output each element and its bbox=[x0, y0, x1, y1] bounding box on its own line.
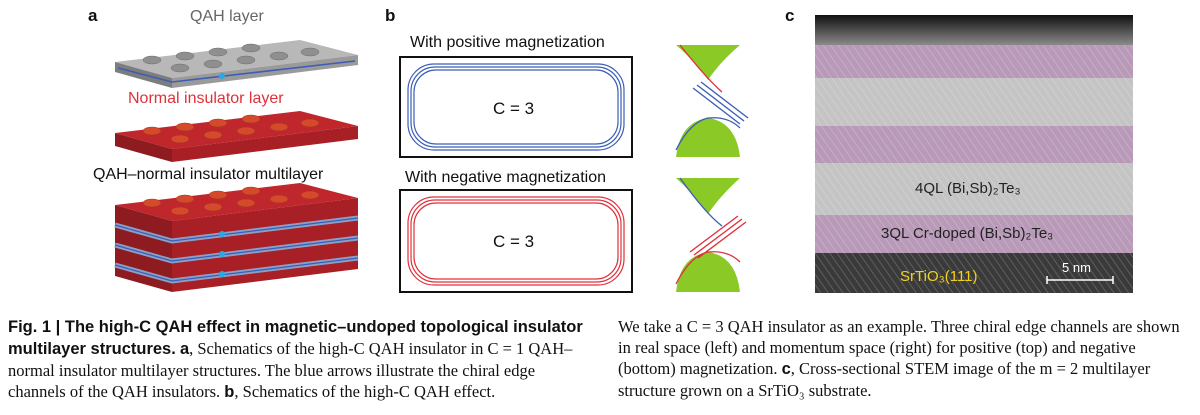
band-diagram-positive bbox=[675, 44, 749, 157]
band-diagram-negative bbox=[675, 177, 747, 292]
negative-magnetization-title: With negative magnetization bbox=[405, 169, 606, 186]
panel-a-letter: a bbox=[88, 6, 98, 25]
caption-left: Fig. 1 | The high-C QAH effect in magnet… bbox=[8, 316, 586, 403]
chern-number-top: C = 3 bbox=[493, 99, 535, 118]
multilayer-label: QAH–normal insulator multilayer bbox=[93, 166, 324, 183]
normal-insulator-label: Normal insulator layer bbox=[128, 90, 284, 107]
caption-text-a: , Schematics of the high-C QAH insulator… bbox=[8, 339, 573, 401]
stem-image bbox=[815, 15, 1133, 293]
negative-magnetization-box bbox=[399, 189, 633, 293]
qah-layer-label: QAH layer bbox=[190, 8, 264, 25]
layer-4ql-label: 4QL (Bi,Sb)₂Te₃ bbox=[915, 180, 1021, 197]
caption-ref-b: b bbox=[224, 383, 235, 401]
normal-insulator-slab bbox=[115, 111, 358, 162]
caption-text-b: , Schematics of the high-C QAH effect. bbox=[234, 382, 496, 401]
scale-bar bbox=[1046, 276, 1114, 284]
multilayer-stack bbox=[114, 183, 359, 292]
chiral-edge-arrow-icon bbox=[219, 73, 225, 79]
caption-title: Fig. 1 | The high-C QAH effect in magnet… bbox=[8, 318, 583, 358]
qah-layer-slab bbox=[115, 40, 358, 88]
positive-magnetization-box bbox=[399, 56, 633, 158]
panel-c-letter: c bbox=[785, 6, 795, 25]
scale-bar-label: 5 nm bbox=[1062, 260, 1091, 275]
figure-graphic bbox=[114, 15, 1133, 293]
positive-magnetization-title: With positive magnetization bbox=[410, 34, 605, 51]
panel-b-letter: b bbox=[385, 6, 396, 25]
caption-ref-c: c bbox=[781, 360, 791, 378]
caption-text-right: We take a C = 3 QAH insulator as an exam… bbox=[618, 317, 1180, 378]
caption-ref-a: a bbox=[179, 340, 190, 358]
caption-right: We take a C = 3 QAH insulator as an exam… bbox=[618, 316, 1193, 401]
caption-text-c: , Cross-sectional STEM image of the m = … bbox=[618, 359, 1151, 400]
substrate-label: SrTiO₃(111) bbox=[900, 268, 978, 285]
layer-3ql-label: 3QL Cr-doped (Bi,Sb)₂Te₃ bbox=[881, 225, 1054, 242]
chern-number-bottom: C = 3 bbox=[493, 232, 535, 251]
